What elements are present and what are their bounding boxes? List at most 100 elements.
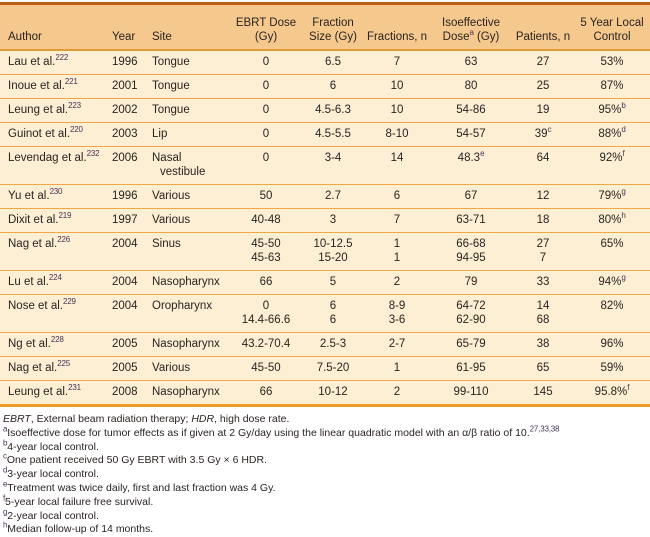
table-row: Lau et al.222 1996 Tongue 0 6.5 7 63 27 53% bbox=[0, 50, 650, 75]
table-row: Nag et al.225 2005 Various 45-50 7.5-20 1 61-9… bbox=[0, 356, 650, 381]
footnote-line: hMedian follow-up of 14 months. bbox=[3, 520, 154, 536]
table-cell: Tongue bbox=[150, 50, 230, 75]
table-cell: 48.3e bbox=[430, 146, 512, 185]
table-cell: 10-12 bbox=[302, 380, 364, 406]
table-row: Nose et al.229 2004 Oropharynx 0 14.4-66.6 6 6… bbox=[0, 294, 650, 333]
table-cell: 19 bbox=[512, 98, 574, 123]
table-cell: 96% bbox=[574, 332, 650, 357]
table-cell: 64-72 62-90 bbox=[430, 294, 512, 333]
table-cell: 43.2-70.4 bbox=[230, 332, 302, 357]
table-cell: 95%b bbox=[574, 98, 650, 123]
table-cell: 0 14.4-66.6 bbox=[230, 294, 302, 333]
footnote-line: cOne patient received 50 Gy EBRT with 3.… bbox=[3, 451, 268, 467]
table-cell: 10-12.5 15-20 bbox=[302, 232, 364, 271]
table-cell: 99-110 bbox=[430, 380, 512, 406]
table-row: Yu et al.230 1996 Various 50 2.7 6 67 12 79%g bbox=[0, 184, 650, 209]
table-cell: 18 bbox=[512, 208, 574, 233]
table-cell: 1 bbox=[364, 356, 430, 381]
table-cell: Lip bbox=[150, 122, 230, 147]
table-cell: 40-48 bbox=[230, 208, 302, 233]
table-cell: Inoue et al.221 bbox=[0, 74, 108, 99]
table-cell: Ng et al.228 bbox=[0, 332, 108, 357]
table-cell: 2008 bbox=[108, 380, 150, 406]
footnote-line: f5-year local failure free survival. bbox=[3, 493, 154, 508]
table-cell: 7.5-20 bbox=[302, 356, 364, 381]
table-cell: 2005 bbox=[108, 356, 150, 381]
table-cell: 63 bbox=[430, 50, 512, 75]
table-cell: 54-86 bbox=[430, 98, 512, 123]
table-cell: 2006 bbox=[108, 146, 150, 185]
footnote-line: d3-year local control. bbox=[3, 465, 99, 481]
table-cell: 0 bbox=[230, 146, 302, 185]
table-row: Guinot et al.220 2003 Lip 0 4.5-5.5 8-10 54-57… bbox=[0, 122, 650, 147]
table-cell: 2004 bbox=[108, 270, 150, 295]
table-cell: 0 bbox=[230, 50, 302, 75]
table-cell: 2004 bbox=[108, 232, 150, 271]
table-cell: 82% bbox=[574, 294, 650, 333]
table-cell: 33 bbox=[512, 270, 574, 295]
table-cell: 63-71 bbox=[430, 208, 512, 233]
table-cell: 80%h bbox=[574, 208, 650, 233]
table-cell: 45-50 45-63 bbox=[230, 232, 302, 271]
table-cell: 92%f bbox=[574, 146, 650, 185]
table-row: Leung et al.223 2002 Tongue 0 4.5-6.3 10 54-86… bbox=[0, 98, 650, 123]
footnote-line: b4-year local control. bbox=[3, 438, 99, 453]
table-cell: 25 bbox=[512, 74, 574, 99]
column-header: Isoeffective Dosea (Gy) bbox=[430, 3, 512, 51]
table-cell: 4.5-6.3 bbox=[302, 98, 364, 123]
table-cell: Dixit et al.219 bbox=[0, 208, 108, 233]
table-cell: 79%g bbox=[574, 184, 650, 209]
column-header: 5 Year Local Control bbox=[574, 3, 650, 51]
table-cell: Nasopharynx bbox=[150, 270, 230, 295]
table-cell: 2-7 bbox=[364, 332, 430, 357]
table-row: Dixit et al.219 1997 Various 40-48 3 7 63-71 18… bbox=[0, 208, 650, 233]
table-cell: 27 bbox=[512, 50, 574, 75]
table-cell: 2.5-3 bbox=[302, 332, 364, 357]
header-row: Author Year Site EBRT Dose (Gy) Fraction Size … bbox=[0, 3, 650, 51]
table-cell: 2002 bbox=[108, 98, 150, 123]
table-cell: 7 bbox=[364, 208, 430, 233]
table-row: Inoue et al.221 2001 Tongue 0 6 10 80 25 87% bbox=[0, 74, 650, 99]
column-header: Site bbox=[150, 3, 230, 51]
table-cell: 61-95 bbox=[430, 356, 512, 381]
table-cell: Nasopharynx bbox=[150, 380, 230, 406]
table-cell: Nag et al.226 bbox=[0, 232, 108, 271]
table-cell: Various bbox=[150, 184, 230, 209]
footnote-line: eTreatment was twice daily, first and la… bbox=[3, 479, 276, 494]
table-cell: Yu et al.230 bbox=[0, 184, 108, 209]
table-cell: 64 bbox=[512, 146, 574, 185]
table-cell: 6 bbox=[302, 74, 364, 99]
table-cell: 0 bbox=[230, 74, 302, 99]
table-cell: 2003 bbox=[108, 122, 150, 147]
table-cell: 2001 bbox=[108, 74, 150, 99]
table-cell: 2004 bbox=[108, 294, 150, 333]
table-cell: 2.7 bbox=[302, 184, 364, 209]
table-cell: Levendag et al.232 bbox=[0, 146, 108, 185]
table-cell: 12 bbox=[512, 184, 574, 209]
column-header: Fractions, n bbox=[364, 3, 430, 51]
table-cell: 10 bbox=[364, 74, 430, 99]
table-cell: 45-50 bbox=[230, 356, 302, 381]
table-cell: 145 bbox=[512, 380, 574, 406]
table-cell: 8-10 bbox=[364, 122, 430, 147]
table-cell: Leung et al.223 bbox=[0, 98, 108, 123]
table-cell: 1996 bbox=[108, 184, 150, 209]
table-cell: 3 bbox=[302, 208, 364, 233]
table-cell: Nag et al.225 bbox=[0, 356, 108, 381]
table-cell: 27 7 bbox=[512, 232, 574, 271]
table-cell: 0 bbox=[230, 98, 302, 123]
table-row: Levendag et al.232 2006 Nasal vestibule 0 3-4… bbox=[0, 146, 650, 185]
table-cell: 88%d bbox=[574, 122, 650, 147]
table-cell: Lu et al.224 bbox=[0, 270, 108, 295]
table-cell: 2 bbox=[364, 270, 430, 295]
table-cell: 8-9 3-6 bbox=[364, 294, 430, 333]
table-cell: 65% bbox=[574, 232, 650, 271]
table-cell: 1997 bbox=[108, 208, 150, 233]
footnote-line: g2-year local control. bbox=[3, 507, 99, 522]
table-cell: 94%g bbox=[574, 270, 650, 295]
table-cell: 0 bbox=[230, 122, 302, 147]
table-cell: Sinus bbox=[150, 232, 230, 271]
table-cell: 2005 bbox=[108, 332, 150, 357]
table-cell: 39c bbox=[512, 122, 574, 147]
